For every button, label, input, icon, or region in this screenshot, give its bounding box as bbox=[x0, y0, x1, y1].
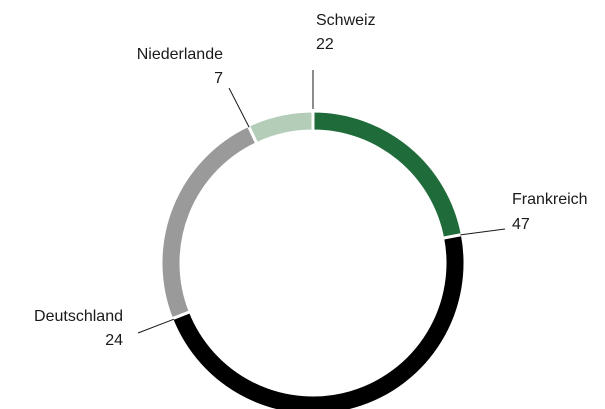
label-schweiz-name: Schweiz bbox=[316, 12, 376, 29]
donut-segments bbox=[159, 109, 467, 409]
donut-slice-niederlande bbox=[246, 109, 315, 146]
label-frankreich-name: Frankreich bbox=[512, 191, 588, 208]
donut-slice-frankreich bbox=[169, 232, 467, 409]
leader-line-niederlande bbox=[228, 87, 250, 128]
label-niederlande-name: Niederlande bbox=[137, 46, 223, 63]
slice-labels: Schweiz 22 Frankreich 47 Deutschland 24 … bbox=[34, 12, 588, 349]
donut-slice-schweiz bbox=[311, 109, 465, 241]
leader-line-frankreich bbox=[460, 228, 506, 236]
label-frankreich-value: 47 bbox=[512, 216, 530, 233]
leader-line-deutschland bbox=[137, 318, 175, 334]
leader-lines bbox=[137, 70, 506, 334]
label-deutschland-value: 24 bbox=[105, 332, 123, 349]
label-niederlande-value: 7 bbox=[214, 70, 223, 87]
label-schweiz-value: 22 bbox=[316, 36, 334, 53]
label-deutschland-name: Deutschland bbox=[34, 308, 123, 325]
donut-slice-deutschland bbox=[159, 123, 259, 321]
